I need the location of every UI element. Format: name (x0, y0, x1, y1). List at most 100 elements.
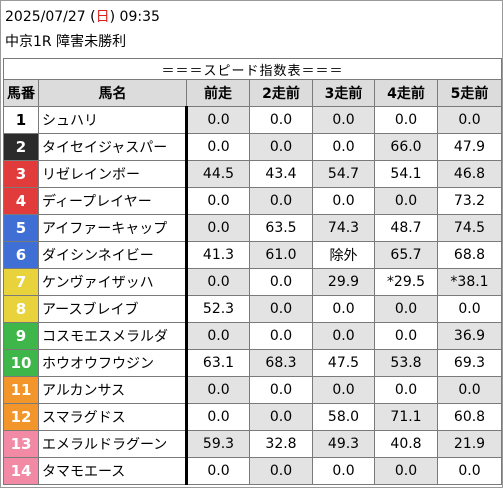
speed-index-cell: 0.0 (249, 376, 313, 404)
speed-index-cell: 59.3 (186, 430, 250, 458)
speed-index-cell: 0.0 (374, 322, 438, 350)
speed-index-cell: 32.8 (249, 430, 313, 458)
speed-index-cell: 73.2 (436, 187, 503, 215)
horse-number: 8 (3, 295, 39, 323)
speed-index-cell: 0.0 (186, 376, 250, 404)
speed-index-cell: 0.0 (249, 133, 313, 161)
speed-index-cell: 29.9 (312, 268, 375, 296)
horse-name: アースブレイブ (38, 295, 188, 323)
table-row: 13 エメラルドラグーン 59.3 32.8 49.3 40.8 21.9 (3, 430, 503, 458)
horse-name: コスモエスメラルダ (38, 322, 188, 350)
horse-name: アイファーキャップ (38, 214, 188, 242)
speed-index-cell: 0.0 (249, 403, 313, 431)
race-time: 09:35 (119, 9, 160, 25)
speed-index-cell: 0.0 (186, 457, 250, 485)
table-caption-row: ＝＝＝スピード指数表＝＝＝ (2, 58, 503, 80)
horse-name: ケンヴァイザッハ (38, 268, 188, 296)
table-header-row: 馬番 馬名 前走 2走前 3走前 4走前 5走前 (3, 79, 503, 107)
horse-number: 6 (3, 241, 39, 269)
table-row: 11 アルカンサス 0.0 0.0 0.0 0.0 0.0 (3, 376, 503, 404)
speed-index-cell: 74.3 (312, 214, 375, 242)
horse-name: シュハリ (38, 106, 188, 134)
race-title: 中京1R 障害未勝利 (5, 34, 127, 50)
table-row: 3 リゼレインボー 44.5 43.4 54.7 54.1 46.8 (3, 160, 503, 188)
speed-index-cell: 54.1 (374, 160, 438, 188)
speed-index-cell: 0.0 (436, 106, 503, 134)
table-row: 1 シュハリ 0.0 0.0 0.0 0.0 0.0 (3, 106, 503, 134)
horse-number: 9 (3, 322, 39, 350)
table-row: 12 スマラグドス 0.0 0.0 58.0 71.1 60.8 (3, 403, 503, 431)
speed-index-cell: 60.8 (436, 403, 503, 431)
column-header-last: 前走 (186, 79, 250, 107)
speed-index-cell: 58.0 (312, 403, 375, 431)
speed-index-cell: 48.7 (374, 214, 438, 242)
speed-index-cell: 47.5 (312, 349, 375, 377)
horse-name: ホウオウフウジン (38, 349, 188, 377)
table-row: 7 ケンヴァイザッハ 0.0 0.0 29.9 *29.5 *38.1 (3, 268, 503, 296)
speed-index-cell: 74.5 (436, 214, 503, 242)
column-header-3back: 3走前 (312, 79, 375, 107)
speed-index-cell: 0.0 (249, 295, 313, 323)
column-header-5back: 5走前 (436, 79, 503, 107)
speed-index-cell: 0.0 (186, 403, 250, 431)
horse-number: 5 (3, 214, 39, 242)
speed-index-cell: *38.1 (436, 268, 503, 296)
speed-index-cell: 0.0 (312, 295, 375, 323)
speed-index-cell: 53.8 (374, 349, 438, 377)
speed-index-cell: 63.5 (249, 214, 313, 242)
speed-index-cell: *29.5 (374, 268, 438, 296)
speed-index-cell: 65.7 (374, 241, 438, 269)
table-caption: ＝＝＝スピード指数表＝＝＝ (2, 58, 503, 80)
speed-index-cell: 68.8 (436, 241, 503, 269)
race-weekday-wrap: (日) (90, 9, 116, 25)
column-header-2back: 2走前 (249, 79, 313, 107)
speed-index-cell: 0.0 (186, 106, 250, 134)
speed-index-cell: 66.0 (374, 133, 438, 161)
speed-index-cell: 0.0 (312, 187, 375, 215)
horse-name: エメラルドラグーン (38, 430, 188, 458)
speed-index-cell: 0.0 (186, 133, 250, 161)
speed-index-cell: 0.0 (186, 214, 250, 242)
race-datetime: 2025/07/27 (日) 09:35 (5, 8, 160, 26)
speed-index-cell: 0.0 (312, 133, 375, 161)
speed-index-cell: 0.0 (374, 376, 438, 404)
horse-name: リゼレインボー (38, 160, 188, 188)
horse-number: 7 (3, 268, 39, 296)
horse-number: 14 (3, 457, 39, 485)
horse-number: 11 (3, 376, 39, 404)
speed-index-cell: 0.0 (249, 106, 313, 134)
horse-number: 12 (3, 403, 39, 431)
speed-index-cell: 0.0 (312, 457, 375, 485)
horse-name: タマモエース (38, 457, 188, 485)
horse-name: スマラグドス (38, 403, 188, 431)
speed-index-cell: 21.9 (436, 430, 503, 458)
table-row: 8 アースブレイブ 52.3 0.0 0.0 0.0 0.0 (3, 295, 503, 323)
speed-index-cell: 54.7 (312, 160, 375, 188)
race-date: 2025/07/27 (5, 9, 86, 25)
horse-number: 1 (3, 106, 39, 134)
speed-index-cell: 36.9 (436, 322, 503, 350)
speed-index-table: ＝＝＝スピード指数表＝＝＝ 馬番 馬名 前走 2走前 3走前 4走前 5走前 1… (2, 58, 503, 485)
horse-number: 4 (3, 187, 39, 215)
horse-name: タイセイジャスパー (38, 133, 188, 161)
horse-name: ディープレイヤー (38, 187, 188, 215)
speed-index-cell: 52.3 (186, 295, 250, 323)
speed-index-cell: 0.0 (374, 106, 438, 134)
horse-number: 10 (3, 349, 39, 377)
speed-index-cell: 46.8 (436, 160, 503, 188)
table-row: 6 ダイシンネイビー 41.3 61.0 除外 65.7 68.8 (3, 241, 503, 269)
table-row: 2 タイセイジャスパー 0.0 0.0 0.0 66.0 47.9 (3, 133, 503, 161)
race-weekday: 日 (95, 9, 110, 25)
speed-index-cell: 68.3 (249, 349, 313, 377)
column-header-name: 馬名 (38, 79, 187, 107)
speed-index-cell: 71.1 (374, 403, 438, 431)
speed-index-cell: 0.0 (249, 457, 313, 485)
speed-index-cell: 69.3 (436, 349, 503, 377)
speed-index-cell: 0.0 (436, 295, 503, 323)
speed-index-cell: 63.1 (186, 349, 250, 377)
speed-index-cell: 0.0 (312, 106, 375, 134)
table-row: 4 ディープレイヤー 0.0 0.0 0.0 0.0 73.2 (3, 187, 503, 215)
speed-index-cell: 0.0 (186, 322, 250, 350)
speed-index-cell: 0.0 (249, 187, 313, 215)
